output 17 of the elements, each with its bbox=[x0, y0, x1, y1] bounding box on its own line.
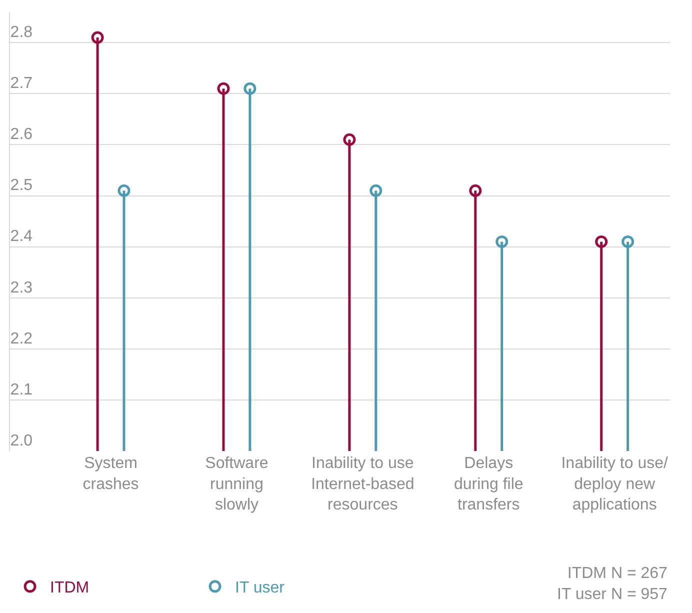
y-tick-label: 2.3 bbox=[10, 279, 33, 296]
legend-label: IT user bbox=[235, 580, 286, 597]
y-tick-label: 2.7 bbox=[10, 75, 33, 92]
y-tick-label: 2.2 bbox=[10, 330, 33, 348]
x-tick-label: Software running slowly bbox=[205, 455, 268, 514]
y-tick-label: 2.8 bbox=[10, 24, 33, 42]
y-tick-label: 2.0 bbox=[10, 432, 33, 450]
legend-label: ITDM bbox=[50, 580, 90, 597]
y-tick-label: 2.1 bbox=[10, 381, 33, 398]
x-tick-label: Inability to use/ deploy new applications bbox=[561, 455, 668, 514]
x-tick-label: System crashes bbox=[82, 455, 139, 493]
text: ITDM N = 267 IT user N = 957 bbox=[557, 565, 668, 603]
y-tick-label: 2.5 bbox=[10, 177, 33, 194]
y-tick-label: 2.4 bbox=[10, 228, 33, 246]
y-tick-label: 2.6 bbox=[10, 126, 33, 144]
x-tick-label: Inability to use Internet-based resources bbox=[311, 455, 414, 514]
x-tick-label: Delays during file transfers bbox=[454, 455, 524, 514]
